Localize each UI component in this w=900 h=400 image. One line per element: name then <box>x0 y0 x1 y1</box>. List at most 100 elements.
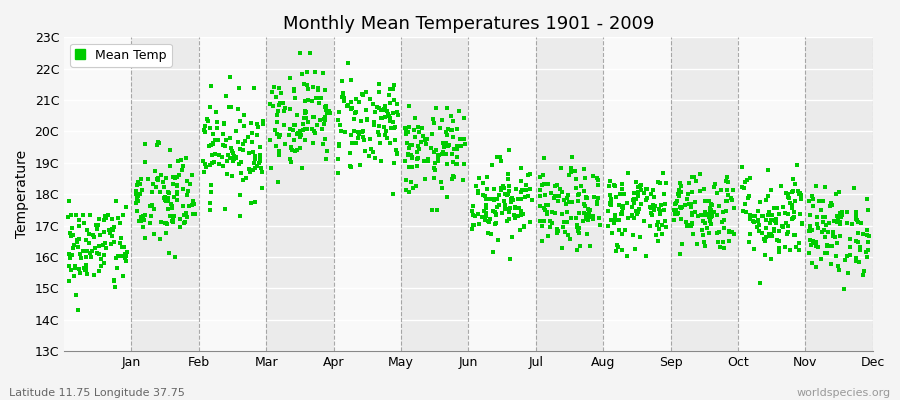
Point <box>577 166 591 172</box>
Point <box>344 106 358 113</box>
Point <box>77 220 92 226</box>
Point <box>583 243 598 249</box>
Point <box>344 132 358 138</box>
Point <box>163 162 177 169</box>
Point <box>842 252 857 259</box>
Point <box>233 118 248 124</box>
Point <box>466 203 481 209</box>
Point <box>347 110 362 116</box>
Point <box>69 237 84 243</box>
Point <box>616 247 630 253</box>
Point <box>119 258 133 264</box>
Point <box>681 221 696 228</box>
Point <box>143 203 157 210</box>
Point <box>823 202 837 209</box>
Point <box>170 173 184 180</box>
Point <box>540 211 554 218</box>
Point <box>208 137 222 144</box>
Point <box>382 114 397 121</box>
Point <box>423 144 437 151</box>
Point <box>648 203 662 209</box>
Point <box>560 209 574 216</box>
Point <box>857 268 871 274</box>
Point <box>86 247 100 254</box>
Point <box>96 217 111 224</box>
Point <box>818 250 832 257</box>
Point <box>363 95 377 102</box>
Point <box>166 219 180 225</box>
Point <box>438 129 453 136</box>
Point <box>439 160 454 167</box>
Point <box>619 253 634 260</box>
Point <box>646 187 661 193</box>
Point <box>148 168 163 174</box>
Point <box>625 213 639 219</box>
Point <box>287 86 302 93</box>
Point <box>427 120 441 126</box>
Point <box>219 93 233 99</box>
Y-axis label: Temperature: Temperature <box>15 150 29 238</box>
Point <box>681 190 696 197</box>
Point <box>781 223 796 229</box>
Point <box>398 125 412 132</box>
Point <box>411 143 426 150</box>
Point <box>697 186 711 192</box>
Point <box>150 175 165 182</box>
Point <box>79 265 94 272</box>
Point <box>547 210 562 216</box>
Point <box>307 114 321 120</box>
Point <box>349 140 364 146</box>
Point <box>446 134 460 141</box>
Point <box>479 196 493 202</box>
Point <box>659 224 673 230</box>
Point <box>716 239 730 246</box>
Point <box>752 199 767 205</box>
Point <box>591 214 606 221</box>
Point <box>478 193 492 200</box>
Point <box>652 180 667 186</box>
Point <box>703 206 717 213</box>
Point <box>202 143 216 150</box>
Point <box>448 160 463 167</box>
Bar <box>738 37 806 351</box>
Point <box>80 271 94 277</box>
Point <box>242 166 256 172</box>
Point <box>62 263 77 270</box>
Point <box>90 250 104 256</box>
Point <box>246 167 260 173</box>
Point <box>834 208 849 215</box>
Point <box>830 218 844 225</box>
Point <box>674 183 688 189</box>
Point <box>283 75 297 81</box>
Point <box>355 118 369 124</box>
Bar <box>64 37 131 351</box>
Point <box>76 265 91 272</box>
Point <box>186 211 201 217</box>
Point <box>295 126 310 133</box>
Point <box>704 207 718 214</box>
Point <box>772 238 787 244</box>
Point <box>368 155 382 162</box>
Point <box>751 208 765 214</box>
Point <box>300 68 314 75</box>
Point <box>824 260 838 267</box>
Point <box>146 180 160 187</box>
Point <box>130 195 144 201</box>
Point <box>735 164 750 170</box>
Point <box>466 211 481 218</box>
Point <box>841 270 855 276</box>
Point <box>220 171 235 177</box>
Point <box>434 179 448 185</box>
Point <box>634 200 648 207</box>
Point <box>717 216 732 223</box>
Point <box>248 199 262 205</box>
Point <box>96 252 111 258</box>
Point <box>810 214 824 220</box>
Point <box>200 116 214 122</box>
Point <box>465 226 480 232</box>
Point <box>853 244 868 250</box>
Point <box>320 105 334 111</box>
Point <box>298 108 312 114</box>
Point <box>331 170 346 176</box>
Point <box>382 100 397 106</box>
